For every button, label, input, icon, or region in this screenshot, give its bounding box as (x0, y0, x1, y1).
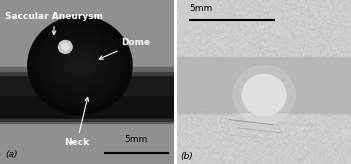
Circle shape (50, 37, 110, 94)
Bar (0, 71, 174, 75)
Circle shape (40, 28, 120, 103)
Circle shape (34, 22, 126, 109)
Circle shape (52, 39, 108, 92)
Circle shape (69, 56, 90, 75)
Circle shape (68, 54, 92, 77)
Text: Dome: Dome (99, 38, 151, 59)
Circle shape (66, 52, 94, 79)
Circle shape (35, 24, 124, 108)
Circle shape (53, 40, 107, 92)
Circle shape (30, 19, 130, 112)
Circle shape (47, 34, 113, 97)
Circle shape (54, 41, 106, 90)
Circle shape (38, 26, 122, 105)
Circle shape (78, 64, 82, 67)
Circle shape (39, 27, 121, 104)
Circle shape (44, 32, 116, 100)
Circle shape (76, 62, 84, 69)
Circle shape (53, 41, 106, 91)
Text: 5mm: 5mm (125, 135, 148, 144)
Circle shape (62, 49, 98, 83)
Text: (a): (a) (5, 150, 18, 159)
Bar (0, 119, 174, 121)
Circle shape (59, 41, 72, 53)
Circle shape (55, 42, 105, 89)
Circle shape (37, 25, 123, 106)
Circle shape (59, 45, 101, 86)
Circle shape (64, 51, 95, 80)
Circle shape (49, 37, 111, 95)
Circle shape (60, 47, 100, 84)
Circle shape (65, 52, 94, 79)
Circle shape (233, 66, 296, 125)
Circle shape (67, 53, 93, 78)
Circle shape (64, 50, 96, 81)
Text: Saccular Aneurysm: Saccular Aneurysm (5, 12, 103, 34)
Circle shape (73, 59, 87, 72)
Circle shape (45, 32, 115, 99)
Circle shape (77, 63, 83, 68)
Circle shape (48, 36, 112, 95)
Circle shape (58, 45, 102, 87)
Circle shape (46, 33, 114, 98)
Circle shape (71, 57, 88, 74)
Circle shape (35, 23, 125, 108)
Circle shape (28, 16, 132, 115)
Circle shape (29, 18, 130, 113)
Circle shape (61, 48, 99, 83)
Circle shape (63, 49, 97, 82)
Bar (0, 71, 174, 120)
Text: Neck: Neck (64, 97, 90, 147)
Bar (177, 57, 351, 112)
Circle shape (29, 17, 131, 114)
Circle shape (36, 24, 124, 107)
Bar (0, 71, 174, 95)
Circle shape (51, 38, 109, 93)
Text: (b): (b) (181, 152, 193, 161)
Circle shape (47, 35, 112, 96)
Circle shape (74, 60, 86, 71)
Circle shape (59, 46, 100, 85)
Circle shape (32, 20, 128, 111)
Circle shape (41, 29, 119, 103)
Bar (0, 67, 174, 71)
Bar (0, 119, 174, 123)
Circle shape (75, 61, 85, 71)
Circle shape (33, 21, 127, 110)
Circle shape (69, 55, 91, 76)
Circle shape (75, 61, 84, 70)
Circle shape (72, 58, 88, 73)
Circle shape (57, 44, 103, 87)
Text: 5mm: 5mm (190, 4, 213, 13)
Circle shape (31, 20, 128, 112)
Circle shape (56, 43, 104, 88)
Circle shape (41, 29, 118, 102)
Circle shape (43, 31, 117, 100)
Circle shape (242, 74, 286, 116)
Circle shape (70, 57, 90, 75)
Circle shape (62, 43, 69, 50)
Circle shape (42, 30, 118, 101)
